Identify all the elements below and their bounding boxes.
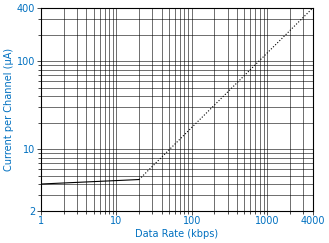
X-axis label: Data Rate (kbps): Data Rate (kbps) [135, 229, 218, 239]
Y-axis label: Current per Channel (μA): Current per Channel (μA) [4, 48, 14, 171]
